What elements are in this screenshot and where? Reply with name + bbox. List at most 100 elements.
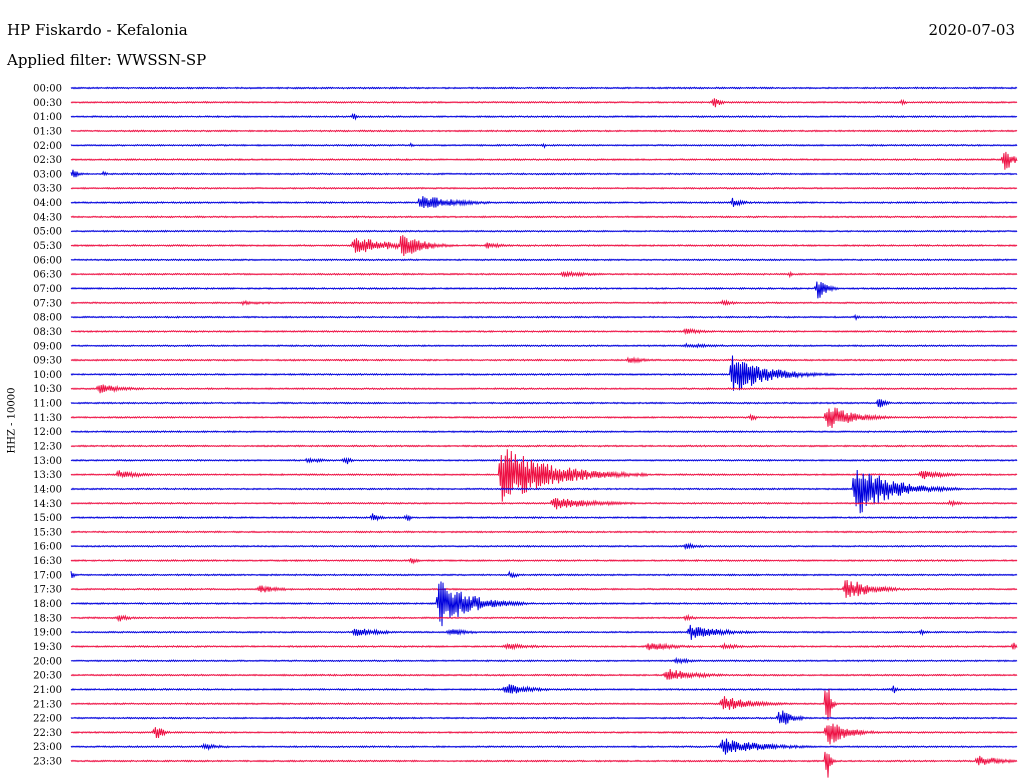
time-label: 03:00 <box>33 169 62 180</box>
time-label: 12:30 <box>33 442 62 453</box>
time-label: 04:00 <box>33 198 62 209</box>
seismic-trace <box>70 327 1018 336</box>
seismic-trace <box>70 407 1018 429</box>
seismic-trace <box>70 642 1018 651</box>
seismic-trace <box>70 186 1018 190</box>
time-label: 22:30 <box>33 728 62 739</box>
seismic-trace <box>70 299 1018 307</box>
time-label: 17:00 <box>33 570 62 581</box>
time-label: 22:00 <box>33 714 62 725</box>
seismic-trace <box>70 235 1018 257</box>
seismic-trace <box>70 129 1018 133</box>
seismic-trace <box>70 570 1018 579</box>
seismic-trace <box>70 684 1018 694</box>
time-label: 08:30 <box>33 327 62 338</box>
time-label: 07:30 <box>33 298 62 309</box>
time-label: 21:00 <box>33 685 62 696</box>
time-label: 15:30 <box>33 527 62 538</box>
seismic-trace <box>70 530 1018 534</box>
seismic-trace <box>70 751 1018 778</box>
time-label: 17:30 <box>33 585 62 596</box>
time-label: 06:00 <box>33 255 62 266</box>
time-label: 20:30 <box>33 671 62 682</box>
seismic-trace <box>70 399 1018 408</box>
seismic-trace <box>70 151 1018 170</box>
seismic-trace <box>70 444 1018 448</box>
seismic-trace <box>70 112 1018 121</box>
time-label: 11:00 <box>33 399 62 410</box>
time-label: 11:30 <box>33 413 62 424</box>
time-label: 20:00 <box>33 656 62 667</box>
time-label: 16:30 <box>33 556 62 567</box>
time-label: 18:30 <box>33 613 62 624</box>
seismic-trace <box>70 281 1018 299</box>
time-label: 19:30 <box>33 642 62 653</box>
seismic-trace <box>70 669 1018 680</box>
time-label: 08:00 <box>33 313 62 324</box>
seismic-trace <box>70 513 1018 522</box>
seismic-trace <box>70 169 1018 178</box>
seismic-trace <box>70 542 1018 551</box>
time-label: 13:30 <box>33 470 62 481</box>
time-label: 18:00 <box>33 599 62 610</box>
seismic-trace <box>70 356 1018 364</box>
time-label: 05:00 <box>33 227 62 238</box>
time-label: 09:30 <box>33 356 62 367</box>
seismic-trace <box>70 738 1018 755</box>
time-label: 10:30 <box>33 384 62 395</box>
seismic-trace <box>70 581 1018 627</box>
time-label: 13:00 <box>33 456 62 467</box>
seismic-trace <box>70 449 1018 502</box>
time-label: 01:00 <box>33 112 62 123</box>
time-label: 14:00 <box>33 484 62 495</box>
seismic-trace <box>70 689 1018 721</box>
seismic-trace <box>70 469 1018 514</box>
time-label: 02:30 <box>33 155 62 166</box>
seismic-trace <box>70 342 1018 349</box>
filter-label: Applied filter: WWSSN-SP <box>7 51 207 69</box>
time-label: 03:30 <box>33 184 62 195</box>
seismic-trace <box>70 355 1018 391</box>
time-label: 16:00 <box>33 542 62 553</box>
time-label: 04:30 <box>33 212 62 223</box>
seismic-trace <box>70 313 1018 322</box>
seismic-trace <box>70 215 1018 219</box>
seismic-trace <box>70 430 1018 434</box>
seismic-trace <box>70 196 1018 208</box>
seismic-trace <box>70 558 1018 565</box>
seismic-trace <box>70 86 1018 90</box>
time-label: 07:00 <box>33 284 62 295</box>
time-label: 14:30 <box>33 499 62 510</box>
seismic-trace <box>70 270 1018 279</box>
time-label: 23:30 <box>33 757 62 768</box>
time-label: 01:30 <box>33 126 62 137</box>
time-label: 19:00 <box>33 628 62 639</box>
seismic-trace <box>70 624 1018 640</box>
time-label: 15:00 <box>33 513 62 524</box>
seismic-trace <box>70 98 1018 108</box>
time-label: 10:00 <box>33 370 62 381</box>
time-label: 23:00 <box>33 742 62 753</box>
seismic-trace <box>70 142 1018 149</box>
seismic-trace <box>70 229 1018 233</box>
time-label: 00:00 <box>33 84 62 95</box>
seismic-trace <box>70 456 1018 465</box>
seismic-trace <box>70 384 1018 394</box>
record-date: 2020-07-03 <box>928 21 1015 39</box>
seismic-trace <box>70 579 1018 598</box>
seismic-trace <box>70 656 1018 665</box>
seismic-trace <box>70 723 1018 745</box>
time-label: 02:00 <box>33 141 62 152</box>
time-label: 09:00 <box>33 341 62 352</box>
time-label: 05:30 <box>33 241 62 252</box>
seismic-trace <box>70 497 1018 510</box>
time-label: 06:30 <box>33 270 62 281</box>
time-label: 21:30 <box>33 699 62 710</box>
seismic-trace <box>70 613 1018 623</box>
time-label: 12:00 <box>33 427 62 438</box>
seismic-trace <box>70 710 1018 725</box>
station-title: HP Fiskardo - Kefalonia <box>7 21 188 39</box>
time-label: 00:30 <box>33 98 62 109</box>
seismic-trace <box>70 258 1018 262</box>
